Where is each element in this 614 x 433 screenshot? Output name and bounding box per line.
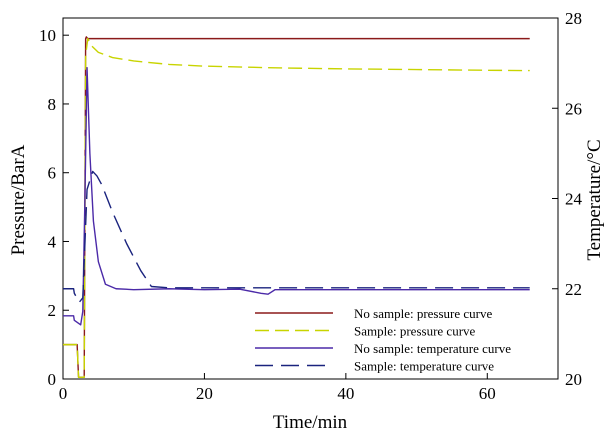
y-tick-label: 6 [48, 164, 57, 183]
x-tick-label: 60 [479, 384, 496, 403]
y2-tick-label: 24 [565, 190, 583, 209]
y2-tick-label: 26 [565, 99, 582, 118]
y2-axis-label: Temperature/°C [584, 139, 605, 260]
x-tick-label: 40 [337, 384, 354, 403]
legend-label-1: No sample: pressure curve [354, 306, 492, 321]
series-line-3 [63, 66, 530, 326]
legend-label-3: No sample: temperature curve [354, 341, 511, 356]
y-tick-label: 0 [48, 370, 57, 389]
y-axis-label: Pressure/BarA [8, 144, 29, 255]
y2-tick-label: 22 [565, 280, 582, 299]
series-line-4 [63, 170, 530, 303]
x-tick-label: 20 [196, 384, 213, 403]
y-tick-label: 8 [48, 95, 57, 114]
series-line-2 [63, 37, 530, 378]
y-tick-label: 10 [39, 26, 56, 45]
y-tick-label: 4 [48, 232, 57, 251]
y2-tick-label: 28 [565, 9, 582, 28]
plot-frame [62, 17, 559, 380]
y-tick-label: 2 [48, 301, 57, 320]
legend: No sample: pressure curve Sample: pressur… [255, 306, 511, 374]
legend-label-4: Sample: temperature curve [354, 359, 494, 374]
legend-label-2: Sample: pressure curve [354, 324, 476, 339]
x-axis-label: Time/min [273, 412, 348, 433]
y2-tick-label: 20 [565, 370, 582, 389]
x-tick-label: 0 [59, 384, 68, 403]
